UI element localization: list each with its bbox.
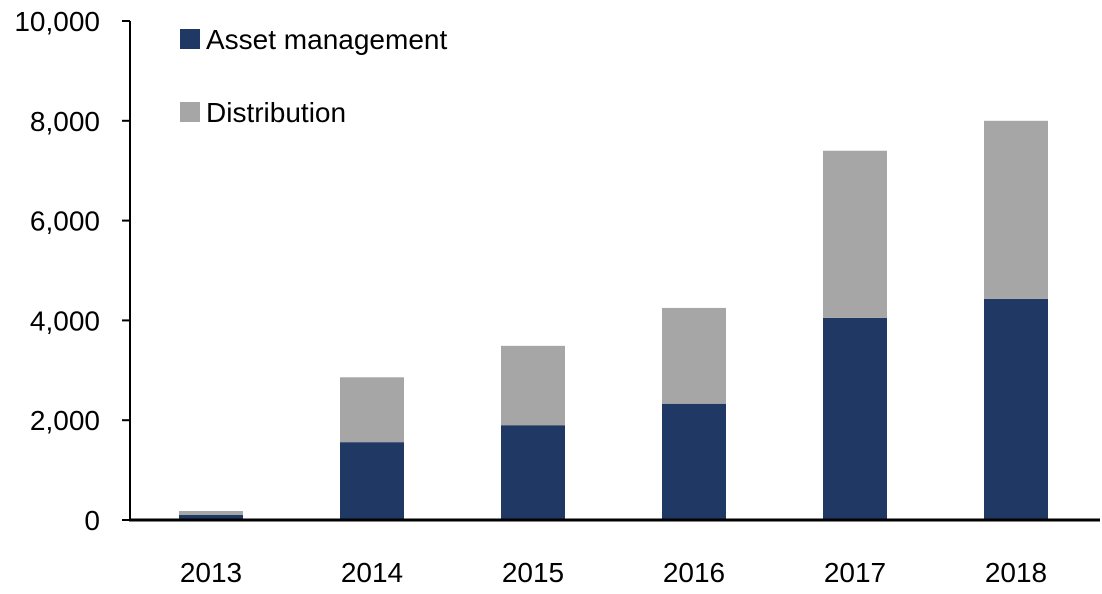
x-tick-label: 2015 (502, 557, 564, 588)
bar-asset-management-2017 (823, 317, 887, 520)
legend-label: Asset management (206, 24, 447, 55)
x-tick-label: 2017 (824, 557, 886, 588)
bar-asset-management-2013 (179, 515, 243, 520)
x-tick-label: 2013 (180, 557, 242, 588)
y-tick-label: 0 (84, 505, 100, 536)
bar-distribution-2016 (662, 307, 726, 404)
bar-asset-management-2015 (501, 425, 565, 520)
y-tick-label: 4,000 (30, 305, 100, 336)
y-tick-label: 10,000 (14, 6, 100, 37)
bar-distribution-2014 (340, 377, 404, 443)
x-tick-label: 2016 (663, 557, 725, 588)
bar-distribution-2018 (984, 120, 1048, 299)
legend-label: Distribution (206, 97, 346, 128)
bar-asset-management-2014 (340, 442, 404, 520)
legend-swatch (180, 29, 200, 49)
y-tick-label: 6,000 (30, 206, 100, 237)
bar-distribution-2015 (501, 345, 565, 426)
bar-distribution-2017 (823, 150, 887, 318)
x-tick-label: 2014 (341, 557, 403, 588)
x-tick-label: 2018 (985, 557, 1047, 588)
bar-asset-management-2018 (984, 298, 1048, 520)
y-tick-label: 2,000 (30, 405, 100, 436)
bar-distribution-2013 (179, 511, 243, 516)
legend-swatch (180, 102, 200, 122)
y-tick-label: 8,000 (30, 106, 100, 137)
bar-asset-management-2016 (662, 403, 726, 520)
